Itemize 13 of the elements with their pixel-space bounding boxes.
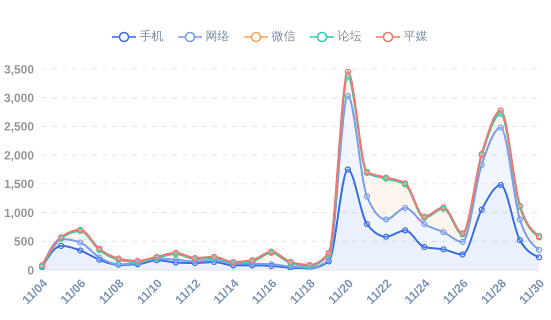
- y-tick-label: 2,000: [4, 148, 34, 162]
- y-tick-label: 3,500: [4, 62, 34, 76]
- legend-label: 手机: [140, 28, 164, 45]
- legend-label: 平媒: [404, 28, 428, 45]
- y-tick-label: 1,000: [4, 206, 34, 220]
- y-tick-label: 2,500: [4, 120, 34, 134]
- legend-label: 网络: [206, 28, 230, 45]
- y-tick-label: 0: [27, 263, 34, 278]
- legend-label: 微信: [272, 28, 296, 45]
- legend-label: 论坛: [338, 28, 362, 45]
- y-tick-label: 1,500: [4, 177, 34, 192]
- y-tick-label: 3,000: [4, 90, 34, 105]
- y-tick-label: 500: [14, 234, 34, 249]
